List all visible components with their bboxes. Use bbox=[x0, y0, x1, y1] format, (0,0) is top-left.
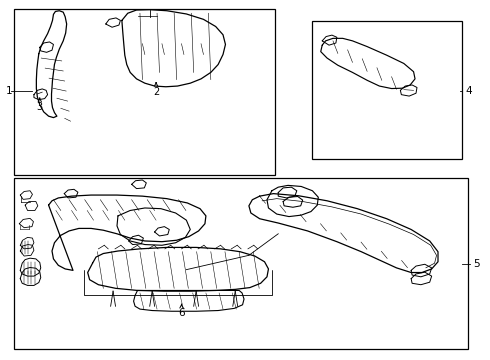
Text: 2: 2 bbox=[153, 87, 159, 98]
Text: 4: 4 bbox=[466, 86, 472, 96]
Text: 5: 5 bbox=[474, 258, 480, 269]
Bar bbox=[14, 178, 468, 349]
Text: 3: 3 bbox=[37, 102, 43, 112]
Text: 6: 6 bbox=[178, 309, 185, 318]
Bar bbox=[14, 9, 275, 175]
Text: 1: 1 bbox=[5, 86, 12, 96]
Bar bbox=[313, 21, 463, 159]
